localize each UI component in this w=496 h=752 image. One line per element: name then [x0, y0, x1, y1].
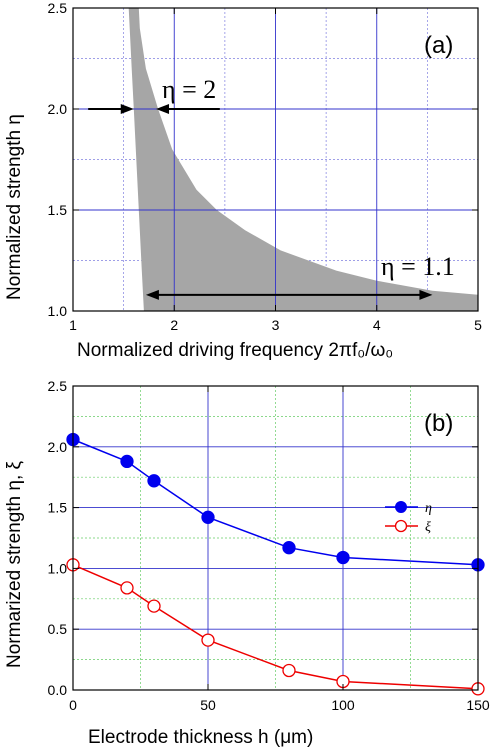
- legend-eta-label: η: [425, 501, 432, 516]
- panel-b-xtick-label: 50: [200, 697, 216, 713]
- panel-b-ytick-label: 1.5: [48, 500, 68, 516]
- panel-b-ytick-label: 0.0: [48, 682, 68, 698]
- panel-a-ylabel: Normalized strength η: [4, 114, 25, 300]
- panel-b-xtick-label: 0: [69, 697, 77, 713]
- arrow-eta-1-1-left-head: [145, 289, 159, 300]
- panel-b-legend: η ξ: [385, 501, 432, 535]
- panel-a: 1 2 3 4 5 1.0 1.5 2.0 2.5 η = 2 η = 1.1 (a) Norm…: [4, 0, 482, 361]
- panel-a-ytick-label: 1.5: [48, 202, 68, 218]
- panel-a-xtick-label: 5: [474, 317, 482, 333]
- panel-a-xtick-label: 1: [69, 317, 77, 333]
- panel-b: 0 50 100 150 0.0 0.5 1.0 1.5 2.0 2.5 (b) η ξ Elec…: [4, 378, 490, 748]
- panel-b-ytick-label: 2.5: [48, 378, 68, 394]
- panel-b-ytick-label: 0.5: [48, 621, 68, 637]
- panel-b-xtick-label: 150: [466, 697, 490, 713]
- legend-xi-marker: [394, 519, 408, 533]
- annotation-eta-2: η = 2: [162, 75, 216, 104]
- panel-a-xtick-label: 2: [170, 317, 178, 333]
- series-xi-point: [201, 633, 215, 647]
- panel-b-grid: [73, 386, 478, 690]
- panel-b-xtick-label: 100: [331, 697, 355, 713]
- series-eta-point: [201, 510, 215, 524]
- arrow-eta-2-left-head: [120, 104, 134, 114]
- series-xi-point: [147, 599, 161, 613]
- annotation-eta-1-1: η = 1.1: [381, 252, 455, 281]
- arrow-eta-2-right-head: [156, 104, 170, 114]
- panel-a-ticks: 1 2 3 4 5 1.0 1.5 2.0 2.5: [48, 0, 483, 333]
- panel-a-grid-overlay: [73, 8, 478, 311]
- panel-a-label: (a): [424, 32, 453, 59]
- panel-a-shaded-region: [128, 8, 478, 311]
- panel-b-label: (b): [424, 410, 453, 437]
- panel-a-ytick-label: 1.0: [48, 303, 68, 319]
- legend-xi-label: ξ: [425, 520, 431, 535]
- series-eta-point: [120, 454, 134, 469]
- panel-b-ylabel: Normarized strength η, ξ: [4, 460, 25, 668]
- arrow-eta-1-1-right-head: [419, 289, 433, 300]
- panel-a-xlabel: Normalized driving frequency 2πf₀/ω₀: [77, 340, 393, 361]
- series-eta-point: [282, 541, 296, 555]
- panel-a-ytick-label: 2.0: [48, 101, 68, 117]
- panel-a-ytick-label: 2.5: [48, 0, 68, 16]
- series-eta-point: [147, 474, 161, 488]
- panel-b-ytick-label: 1.0: [48, 560, 68, 576]
- panel-b-frame: [72, 385, 479, 691]
- panel-a-arrows: [88, 104, 433, 300]
- legend-eta-marker: [395, 501, 407, 513]
- panel-b-xlabel: Electrode thickness h (μm): [88, 727, 313, 748]
- series-xi-point: [120, 581, 134, 595]
- panel-b-ticks: 0 50 100 150 0.0 0.5 1.0 1.5 2.0 2.5: [48, 378, 490, 713]
- panel-a-xtick-label: 4: [373, 317, 381, 333]
- panel-b-ytick-label: 2.0: [48, 439, 68, 455]
- series-xi-point: [282, 663, 296, 678]
- panel-a-xtick-label: 3: [272, 317, 280, 333]
- series-eta-point: [336, 550, 350, 565]
